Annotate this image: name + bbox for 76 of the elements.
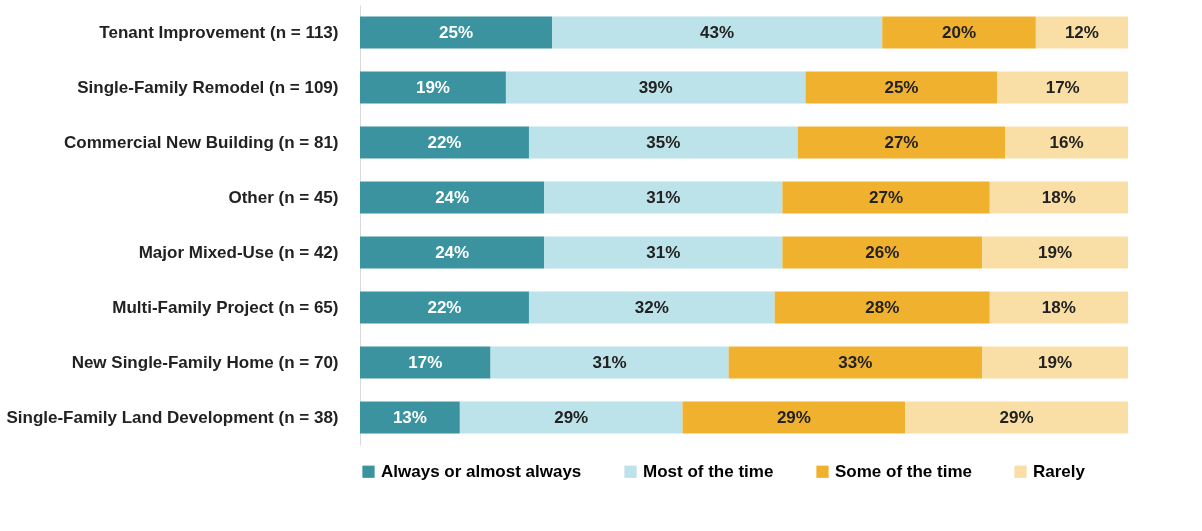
data-label: 39%: [638, 77, 673, 97]
bar: [997, 71, 1128, 104]
data-label: 16%: [1049, 132, 1084, 152]
data-label: 19%: [1038, 242, 1073, 262]
bar: [505, 71, 806, 104]
data-label: 32%: [634, 297, 669, 317]
data-label: 20%: [942, 22, 977, 42]
data-label: 31%: [646, 187, 681, 207]
data-label: 22%: [427, 132, 462, 152]
legend-label: Rarely: [1033, 461, 1086, 481]
data-label: 24%: [435, 242, 470, 262]
bar: [728, 346, 983, 379]
bar: [982, 346, 1128, 379]
bar: [989, 181, 1128, 214]
data-label: 26%: [865, 242, 900, 262]
data-label: 25%: [438, 22, 474, 42]
data-label: 35%: [646, 132, 681, 152]
bar: [982, 236, 1128, 269]
data-label: 13%: [392, 407, 427, 427]
bar: [1035, 16, 1128, 49]
bar: [797, 126, 1006, 159]
bar: [360, 71, 506, 104]
legend-label: Always or almost always: [381, 461, 582, 481]
data-label: 19%: [1038, 352, 1073, 372]
y-tick-label: Major Mixed-Use (n = 42): [138, 242, 339, 262]
y-tick-label: Single-Family Remodel (n = 109): [77, 77, 339, 97]
y-tick-label: Other (n = 45): [228, 187, 339, 207]
data-label: 27%: [884, 132, 919, 152]
bar: [360, 346, 491, 379]
data-label: 25%: [884, 77, 919, 97]
bar: [528, 291, 775, 324]
bar: [774, 291, 990, 324]
data-label: 27%: [869, 187, 904, 207]
bar: [782, 181, 990, 214]
bar: [552, 16, 883, 49]
bar: [528, 126, 798, 159]
y-tick-label: Multi-Family Project (n = 65): [112, 297, 339, 317]
bar: [682, 401, 906, 434]
legend-label: Most of the time: [643, 461, 774, 481]
data-label: 31%: [592, 352, 627, 372]
data-label: 18%: [1041, 297, 1076, 317]
bar: [989, 291, 1128, 324]
y-tick-label: New Single-Family Home (n = 70): [71, 352, 339, 372]
data-label: 28%: [865, 297, 900, 317]
y-tick-label: Single-Family Land Development (n = 38): [6, 407, 339, 427]
bar: [544, 181, 783, 214]
data-label: 43%: [700, 22, 735, 42]
bar: [360, 401, 460, 434]
bar: [360, 16, 552, 49]
bar: [490, 346, 729, 379]
data-label: 18%: [1041, 187, 1076, 207]
bar: [805, 71, 998, 104]
data-label: 19%: [415, 77, 450, 97]
data-label: 33%: [838, 352, 873, 372]
data-label: 29%: [554, 407, 589, 427]
bar: [360, 291, 529, 324]
data-label: 22%: [427, 297, 462, 317]
data-label: 17%: [408, 352, 443, 372]
y-tick-label: Tenant Improvement (n = 113): [99, 22, 339, 42]
data-label: 29%: [776, 407, 811, 427]
data-label: 24%: [435, 187, 470, 207]
bar: [905, 401, 1128, 434]
bar: [882, 16, 1036, 49]
legend-label: Some of the time: [835, 461, 972, 481]
bar: [544, 236, 783, 269]
data-label: 17%: [1045, 77, 1080, 97]
bar: [1005, 126, 1128, 159]
data-label: 12%: [1064, 22, 1099, 42]
bar: [782, 236, 983, 269]
bar: [459, 401, 683, 434]
bar: [360, 181, 545, 214]
data-label: 29%: [999, 407, 1034, 427]
bar: [360, 236, 545, 269]
y-tick-label: Commercial New Building (n = 81): [64, 132, 339, 152]
data-label: 31%: [646, 242, 681, 262]
bar: [360, 126, 529, 159]
